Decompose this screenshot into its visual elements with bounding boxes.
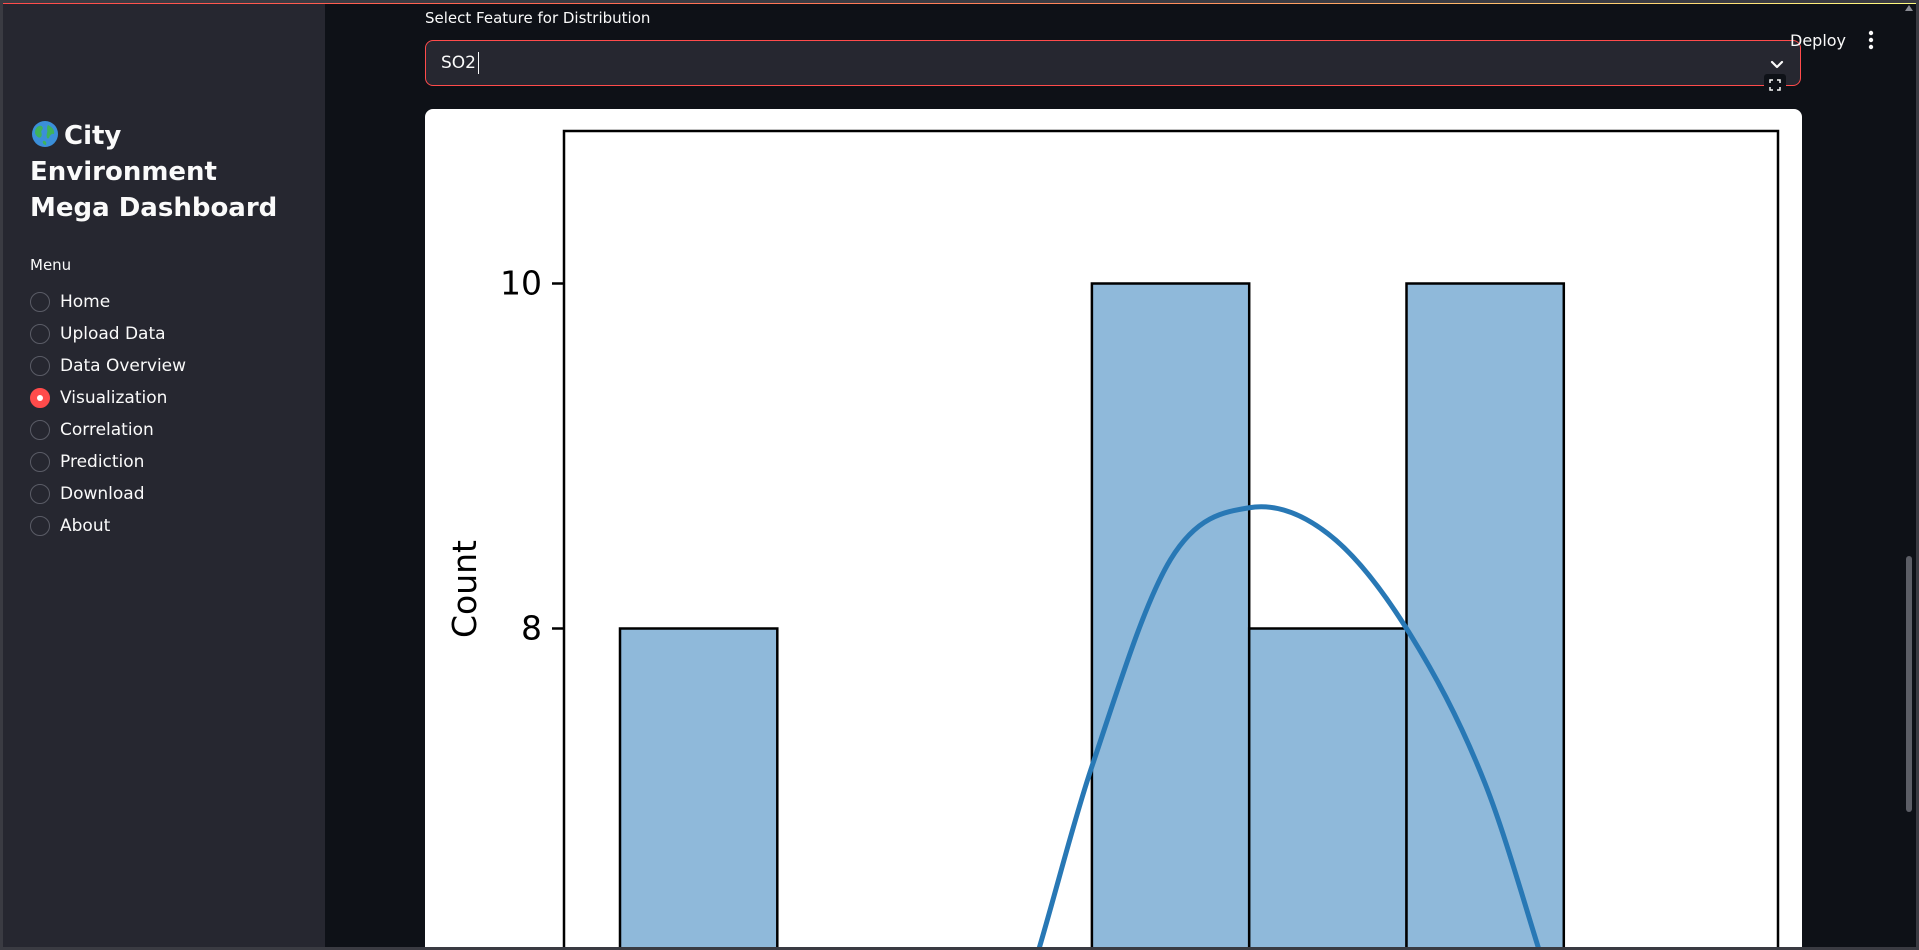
histogram-bar [1090, 282, 1251, 950]
distribution-chart: 246810Count [425, 109, 1802, 950]
histogram-bar [1247, 627, 1408, 950]
top-decoration-stripe [0, 0, 1919, 4]
feature-select[interactable]: SO2 [425, 40, 1801, 86]
histogram-bar [1405, 282, 1566, 950]
menu-label: Menu [30, 256, 72, 274]
histogram-plot: 246810Count [445, 129, 1780, 950]
radio-visualization[interactable] [30, 388, 50, 408]
histogram-bar [618, 627, 779, 950]
menu-item-label: Home [60, 292, 111, 312]
menu-item-upload-data[interactable]: Upload Data [30, 318, 186, 350]
y-tick-label: 8 [521, 609, 542, 648]
menu-item-data-overview[interactable]: Data Overview [30, 350, 186, 382]
fullscreen-icon[interactable] [1764, 74, 1786, 96]
menu-item-correlation[interactable]: Correlation [30, 414, 186, 446]
more-options-icon[interactable] [1868, 30, 1874, 50]
deploy-button[interactable]: Deploy [1790, 30, 1847, 50]
radio-data-overview[interactable] [30, 356, 50, 376]
select-feature-label: Select Feature for Distribution [425, 9, 651, 27]
radio-upload-data[interactable] [30, 324, 50, 344]
sidebar-title: City Environment Mega Dashboard [30, 118, 300, 226]
chevron-down-icon[interactable] [1768, 55, 1786, 73]
radio-prediction[interactable] [30, 452, 50, 472]
menu-item-label: Upload Data [60, 324, 166, 344]
menu-item-home[interactable]: Home [30, 286, 186, 318]
radio-home[interactable] [30, 292, 50, 312]
axes-frame [562, 129, 1780, 950]
sidebar-title-text: City Environment Mega Dashboard [30, 121, 278, 223]
globe-icon [32, 121, 58, 147]
menu-item-label: Download [60, 484, 145, 504]
y-tick-label: 10 [500, 264, 542, 303]
menu-item-label: About [60, 516, 111, 536]
scrollbar-thumb[interactable] [1906, 556, 1912, 812]
menu-item-label: Prediction [60, 452, 145, 472]
text-caret [478, 52, 479, 74]
menu-item-label: Data Overview [60, 356, 187, 376]
menu-item-visualization[interactable]: Visualization [30, 382, 186, 414]
menu-item-prediction[interactable]: Prediction [30, 446, 186, 478]
kde-curve [1036, 504, 1542, 950]
radio-correlation[interactable] [30, 420, 50, 440]
app-header-actions: Deploy [1790, 30, 1874, 50]
y-axis-label: Count [445, 540, 484, 638]
menu-item-label: Correlation [60, 420, 154, 440]
radio-download[interactable] [30, 484, 50, 504]
menu-item-about[interactable]: About [30, 510, 186, 542]
feature-select-value: SO2 [441, 53, 476, 73]
menu-item-label: Visualization [60, 388, 168, 408]
radio-about[interactable] [30, 516, 50, 536]
menu-radio-group: Home Upload Data Data Overview Visualiza… [30, 286, 186, 542]
sidebar: City Environment Mega Dashboard Menu Hom… [0, 0, 325, 950]
scroll-up-arrow[interactable] [1905, 5, 1913, 11]
menu-item-download[interactable]: Download [30, 478, 186, 510]
